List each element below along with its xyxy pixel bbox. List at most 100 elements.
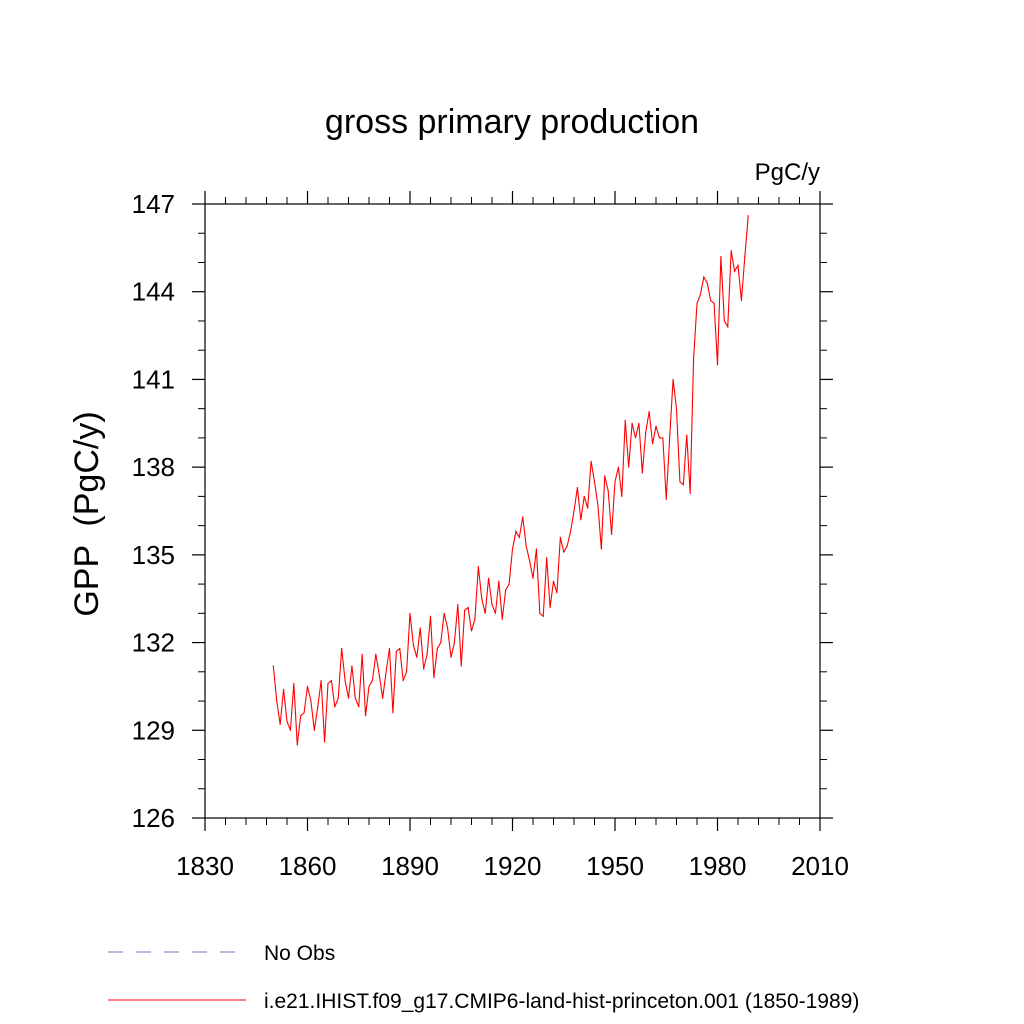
data-point — [491, 603, 493, 606]
data-point — [658, 437, 661, 439]
data-point — [323, 741, 326, 743]
data-point — [385, 671, 387, 673]
data-point — [470, 630, 473, 632]
data-point — [597, 504, 599, 506]
data-point — [733, 270, 736, 272]
data-point — [528, 560, 531, 562]
data-point — [699, 294, 702, 296]
data-point — [573, 510, 575, 512]
data-point — [590, 460, 592, 462]
data-point — [505, 589, 507, 591]
data-point — [542, 615, 544, 617]
data-point — [371, 679, 374, 682]
data-point — [675, 408, 678, 410]
data-point — [303, 712, 305, 714]
data-point — [306, 685, 309, 688]
data-point — [368, 685, 370, 688]
data-point — [419, 627, 421, 629]
data-point — [744, 256, 746, 258]
data-point — [358, 706, 360, 708]
data-point — [559, 536, 561, 538]
data-point — [508, 583, 510, 585]
data-point — [645, 431, 647, 433]
data-point — [631, 422, 633, 424]
data-point — [457, 603, 459, 606]
data-point — [706, 282, 708, 284]
data-point — [634, 437, 637, 439]
data-point — [549, 606, 551, 609]
data-point — [710, 299, 712, 302]
data-point — [740, 299, 743, 302]
data-point — [423, 668, 425, 670]
data-point — [402, 679, 404, 682]
y-tick-label: 132 — [132, 628, 175, 658]
data-point — [648, 410, 650, 413]
data-point — [628, 466, 630, 468]
data-point — [593, 481, 596, 483]
data-point — [552, 580, 555, 582]
data-point — [330, 679, 333, 682]
data-point — [310, 700, 312, 702]
data-point — [610, 533, 613, 535]
data-point — [621, 495, 623, 497]
data-point — [443, 612, 445, 614]
data-point — [347, 697, 350, 699]
data-point — [679, 481, 681, 483]
data-point — [682, 484, 684, 486]
data-point — [713, 302, 715, 305]
data-point — [276, 700, 278, 702]
data-point — [515, 530, 517, 533]
data-point — [317, 706, 319, 708]
data-point — [296, 744, 298, 746]
data-point — [522, 516, 524, 518]
data-point — [747, 215, 749, 217]
data-point — [405, 671, 408, 673]
data-point — [604, 475, 606, 477]
x-tick-label: 1890 — [381, 851, 439, 881]
x-tick-label: 1950 — [586, 851, 644, 881]
legend-label: No Obs — [264, 942, 335, 965]
data-point — [518, 536, 520, 538]
data-point — [382, 697, 384, 699]
chart-title: gross primary production — [325, 103, 699, 141]
series-layer — [272, 215, 749, 746]
data-point — [364, 715, 367, 717]
data-point — [641, 472, 643, 474]
data-point — [665, 498, 667, 500]
x-tick-label: 1830 — [176, 851, 234, 881]
data-point — [511, 548, 514, 550]
legend-label: i.e21.IHIST.f09_g17.CMIP6-land-hist-prin… — [264, 990, 859, 1013]
data-point — [279, 723, 281, 726]
data-point — [607, 489, 609, 492]
data-point — [344, 679, 346, 682]
data-point — [453, 641, 456, 644]
data-point — [481, 598, 483, 600]
data-point — [563, 551, 565, 553]
y-tick-label: 141 — [132, 364, 175, 394]
y-tick-label: 129 — [132, 715, 175, 745]
data-point — [474, 618, 476, 620]
data-point — [494, 612, 497, 614]
data-point — [487, 577, 490, 579]
data-point — [460, 665, 462, 667]
x-tick-label: 1860 — [279, 851, 337, 881]
data-point — [375, 653, 377, 655]
data-point — [672, 378, 674, 381]
data-point — [477, 565, 479, 568]
data-point — [720, 256, 722, 258]
data-point — [293, 682, 295, 685]
data-point — [716, 364, 719, 366]
data-point — [498, 580, 500, 582]
y-tick-label: 126 — [132, 803, 175, 833]
data-point — [651, 443, 654, 445]
data-point — [703, 276, 705, 278]
data-point — [286, 720, 288, 723]
data-point — [655, 425, 657, 427]
y-axis-label: GPP (PgC/y) — [68, 411, 106, 616]
data-point — [464, 609, 466, 612]
data-point — [587, 507, 589, 509]
data-point — [416, 656, 418, 658]
plot-frame — [204, 203, 821, 819]
data-point — [272, 665, 274, 667]
